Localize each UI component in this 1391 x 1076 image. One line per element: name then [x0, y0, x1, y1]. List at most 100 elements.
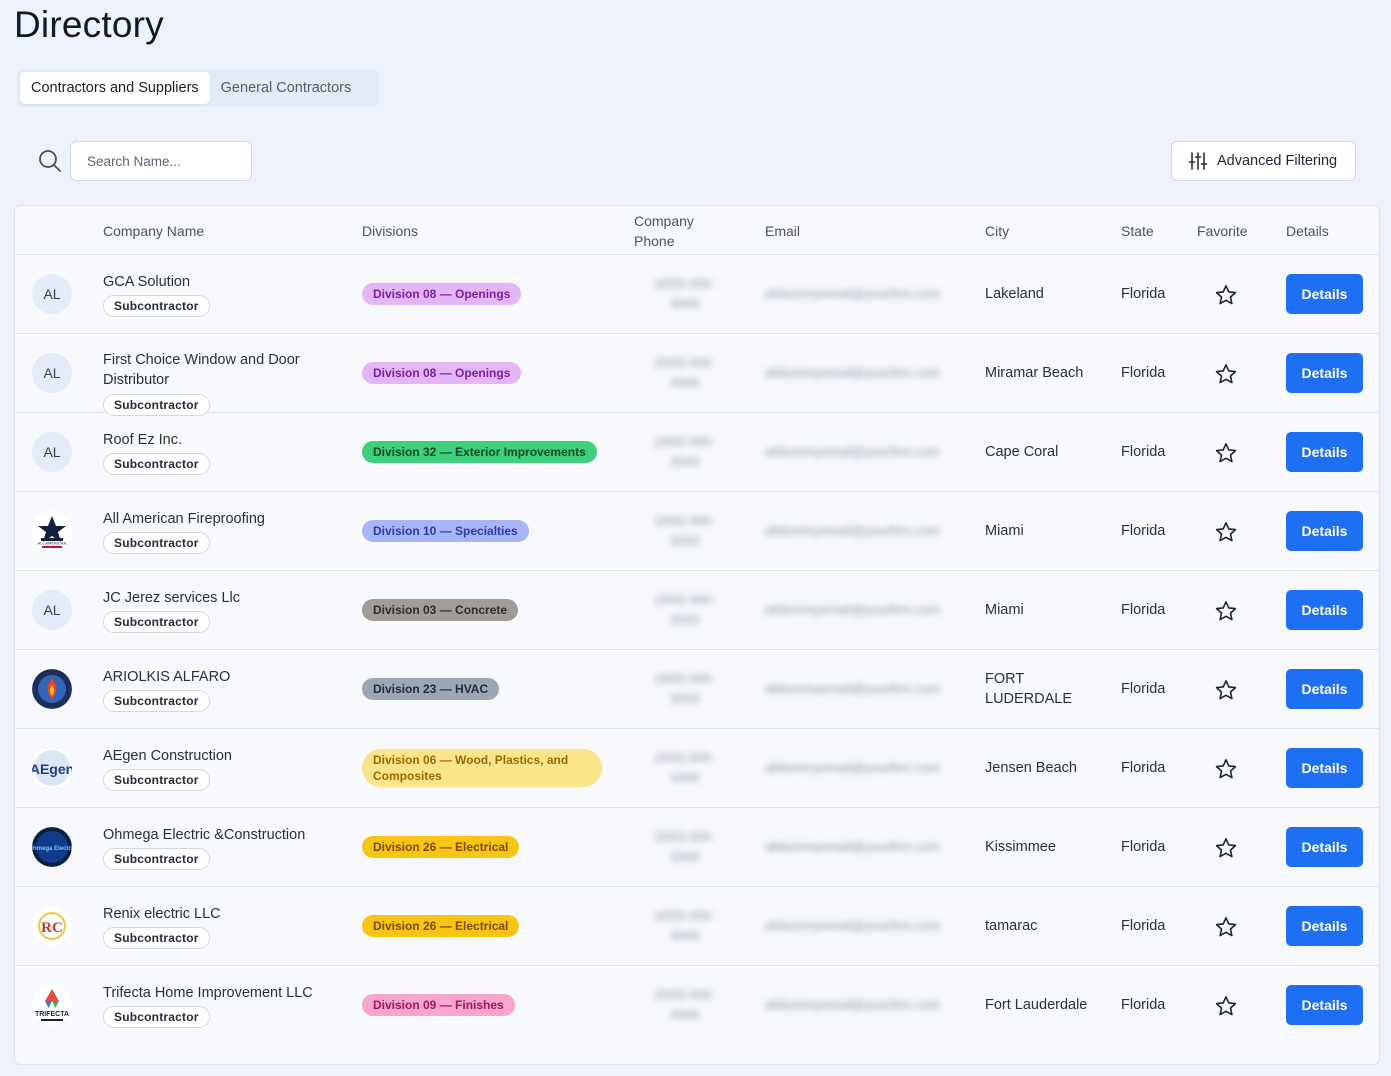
state: Florida — [1121, 839, 1166, 855]
company-type-badge: Subcontractor — [103, 295, 210, 317]
company-name[interactable]: All American Fireproofing — [103, 511, 265, 527]
search-icon[interactable] — [37, 148, 63, 174]
company-name[interactable]: AEgen Construction — [103, 748, 232, 764]
city: Kissimmee — [985, 839, 1056, 855]
avatar: AL — [32, 590, 72, 630]
company-type-badge: Subcontractor — [103, 1006, 210, 1028]
table-row: AEgen AEgen Construction Subcontractor D… — [15, 729, 1379, 808]
table-row: AL Roof Ez Inc. Subcontractor Division 3… — [15, 413, 1379, 492]
favorite-star-icon[interactable] — [1214, 599, 1238, 623]
column-header-favorite[interactable]: Favorite — [1197, 223, 1248, 239]
division-badge: Division 23 — HVAC — [362, 678, 500, 700]
company-phone: (000) 000-0000 — [655, 592, 715, 627]
avatar: AL — [32, 432, 72, 472]
search-input[interactable] — [70, 141, 252, 181]
company-logo: RC — [32, 906, 72, 946]
state: Florida — [1121, 760, 1166, 776]
details-button[interactable]: Details — [1286, 985, 1363, 1025]
column-header-company-name[interactable]: Company Name — [103, 223, 205, 239]
company-name[interactable]: Trifecta Home Improvement LLC — [103, 985, 313, 1001]
company-type-badge: Subcontractor — [103, 690, 210, 712]
company-logo: Ohmega Electric — [32, 827, 72, 867]
column-header-state[interactable]: State — [1121, 223, 1154, 239]
company-email[interactable]: alldummyemail@yourfirm.com — [765, 760, 941, 775]
company-type-badge: Subcontractor — [103, 769, 210, 791]
company-phone: (000) 000-0000 — [655, 513, 715, 548]
company-email[interactable]: alldummyemail@yourfirm.com — [765, 523, 941, 538]
details-button[interactable]: Details — [1286, 827, 1363, 867]
details-button[interactable]: Details — [1286, 274, 1363, 314]
table-header: Company Name Divisions Company Phone Ema… — [15, 206, 1379, 255]
favorite-star-icon[interactable] — [1214, 757, 1238, 781]
company-type-badge: Subcontractor — [103, 611, 210, 633]
favorite-star-icon[interactable] — [1214, 362, 1238, 386]
renix-logo-text: RC — [41, 920, 63, 936]
company-name[interactable]: ARIOLKIS ALFARO — [103, 669, 231, 685]
company-name[interactable]: Renix electric LLC — [103, 906, 221, 922]
details-button[interactable]: Details — [1286, 906, 1363, 946]
column-header-divisions[interactable]: Divisions — [362, 223, 419, 239]
state: Florida — [1121, 286, 1166, 302]
avatar: AL — [32, 274, 72, 314]
favorite-star-icon[interactable] — [1214, 520, 1238, 544]
company-email[interactable]: alldummyemail@yourfirm.com — [765, 839, 941, 854]
company-phone: (000) 000-0000 — [655, 750, 715, 785]
company-type-badge: Subcontractor — [103, 927, 210, 949]
advanced-filtering-button[interactable]: Advanced Filtering — [1171, 141, 1356, 181]
division-badge: Division 08 — Openings — [362, 283, 522, 305]
column-header-email[interactable]: Email — [765, 223, 801, 239]
company-name[interactable]: GCA Solution — [103, 274, 191, 290]
directory-table: Company Name Divisions Company Phone Ema… — [14, 205, 1380, 1065]
company-email[interactable]: alldummyemail@yourfirm.com — [765, 997, 941, 1012]
page-title: Directory — [14, 4, 164, 45]
company-email[interactable]: alldummyemail@yourfirm.com — [765, 286, 941, 301]
table-row: ARIOLKIS ALFARO Subcontractor Division 2… — [15, 650, 1379, 729]
table-row: AL First Choice Window and Door Distribu… — [15, 334, 1379, 416]
division-badge: Division 26 — Electrical — [362, 915, 520, 937]
company-type-badge: Subcontractor — [103, 532, 210, 554]
state: Florida — [1121, 681, 1166, 697]
column-header-company-phone[interactable]: Company Phone — [634, 213, 694, 249]
company-email[interactable]: alldummyemail@yourfirm.com — [765, 681, 941, 696]
tab-contractors-and-suppliers[interactable]: Contractors and Suppliers — [20, 72, 210, 104]
division-badge: Division 32 — Exterior Improvements — [362, 441, 597, 463]
city: Lakeland — [985, 286, 1044, 302]
city: Miramar Beach — [985, 365, 1084, 381]
company-name[interactable]: JC Jerez services Llc — [103, 590, 240, 606]
company-email[interactable]: alldummyemail@yourfirm.com — [765, 602, 941, 617]
details-button[interactable]: Details — [1286, 353, 1363, 393]
details-button[interactable]: Details — [1286, 432, 1363, 472]
division-badge: Division 08 — Openings — [362, 362, 522, 384]
ohmega-logo-text: Ohmega Electric — [32, 846, 72, 852]
company-email[interactable]: alldummyemail@yourfirm.com — [765, 365, 941, 380]
favorite-star-icon[interactable] — [1214, 994, 1238, 1018]
details-button[interactable]: Details — [1286, 590, 1363, 630]
details-button[interactable]: Details — [1286, 669, 1363, 709]
favorite-star-icon[interactable] — [1214, 915, 1238, 939]
company-logo: AEgen — [32, 748, 72, 788]
company-logo: ALL AMERICAN — [32, 511, 72, 551]
company-phone: (000) 000-0000 — [655, 671, 715, 706]
company-email[interactable]: alldummyemail@yourfirm.com — [765, 444, 941, 459]
company-name[interactable]: First Choice Window and Door Distributor — [103, 352, 300, 388]
company-type-badge: Subcontractor — [103, 394, 210, 416]
advanced-filtering-label: Advanced Filtering — [1217, 153, 1338, 169]
favorite-star-icon[interactable] — [1214, 836, 1238, 860]
column-header-city[interactable]: City — [985, 223, 1010, 239]
company-name[interactable]: Ohmega Electric &Construction — [103, 827, 306, 843]
city: Miami — [985, 523, 1024, 539]
state: Florida — [1121, 918, 1166, 934]
state: Florida — [1121, 523, 1166, 539]
favorite-star-icon[interactable] — [1214, 678, 1238, 702]
favorite-star-icon[interactable] — [1214, 283, 1238, 307]
details-button[interactable]: Details — [1286, 748, 1363, 788]
column-header-details[interactable]: Details — [1286, 223, 1329, 239]
company-email[interactable]: alldummyemail@yourfirm.com — [765, 918, 941, 933]
state: Florida — [1121, 602, 1166, 618]
favorite-star-icon[interactable] — [1214, 441, 1238, 465]
company-phone: (000) 000-0000 — [655, 276, 715, 311]
tab-general-contractors[interactable]: General Contractors — [220, 80, 352, 96]
company-name[interactable]: Roof Ez Inc. — [103, 432, 182, 448]
details-button[interactable]: Details — [1286, 511, 1363, 551]
city: Cape Coral — [985, 444, 1059, 460]
